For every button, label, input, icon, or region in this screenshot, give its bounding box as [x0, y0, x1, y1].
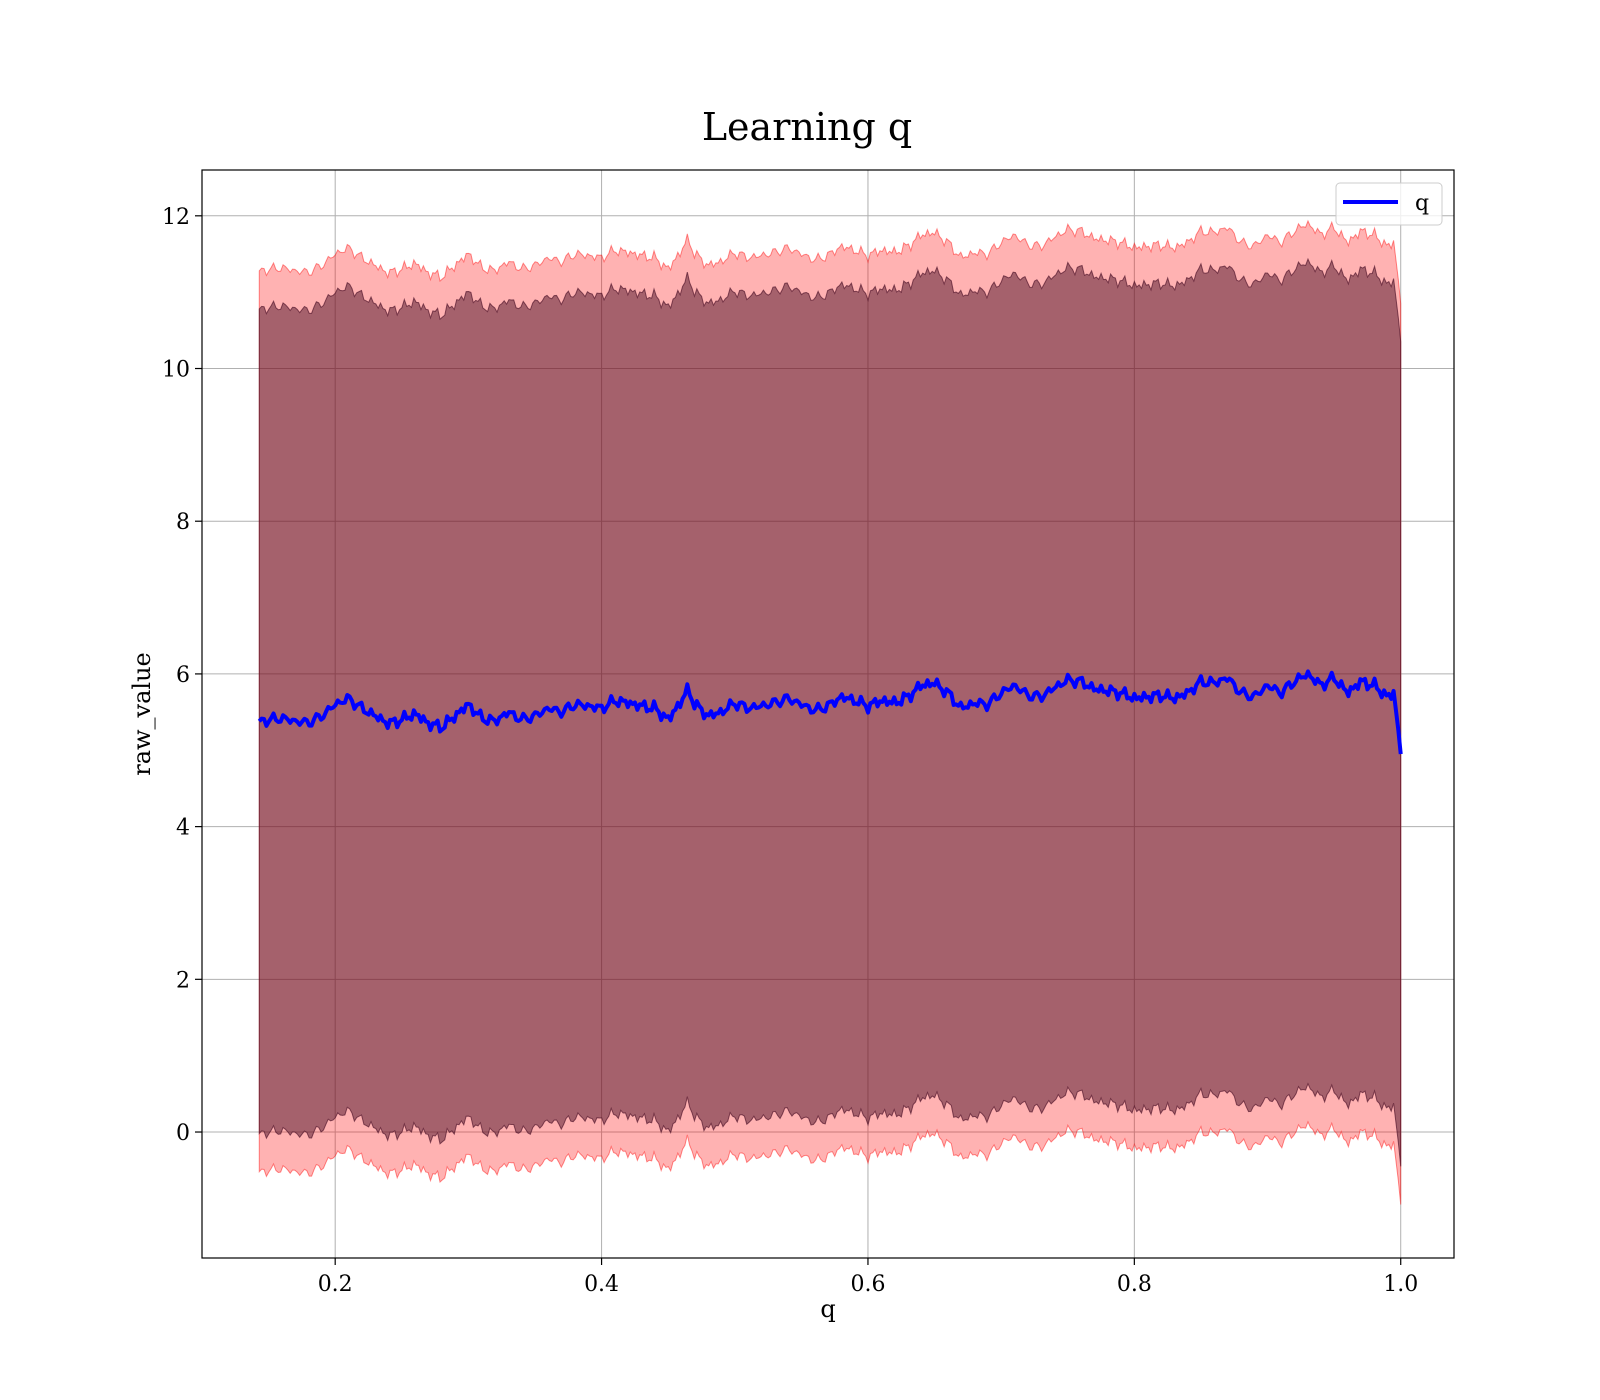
x-tick-label: 0.4 — [584, 1272, 619, 1297]
legend: q — [1335, 182, 1443, 226]
inner-confidence-band — [258, 257, 1402, 1167]
y-tick-label: 4 — [176, 816, 190, 841]
uncertainty-bands — [258, 219, 1402, 1205]
plot-frame — [201, 169, 1455, 1259]
y-tick-label: 10 — [162, 358, 190, 383]
axis-ticks: 0.2 0.4 0.6 0.8 1.0 0 2 4 6 8 10 12 — [162, 205, 1418, 1297]
y-tick-label: 6 — [176, 663, 190, 688]
x-tick-label: 1.0 — [1383, 1272, 1418, 1297]
x-tick-label: 0.6 — [850, 1272, 885, 1297]
y-tick-label: 12 — [162, 205, 190, 230]
legend-label-q: q — [1415, 191, 1429, 216]
series-line-q — [257, 669, 1403, 755]
series-lines — [257, 669, 1403, 755]
y-axis-label: raw_value — [128, 652, 156, 776]
y-tick-label: 2 — [176, 968, 190, 993]
y-tick-label: 0 — [176, 1121, 190, 1146]
x-tick-label: 0.2 — [318, 1272, 353, 1297]
y-tick-label: 8 — [176, 510, 190, 535]
x-axis-label: q — [820, 1295, 835, 1323]
chart-title: Learning q — [702, 105, 912, 149]
x-tick-label: 0.8 — [1117, 1272, 1152, 1297]
